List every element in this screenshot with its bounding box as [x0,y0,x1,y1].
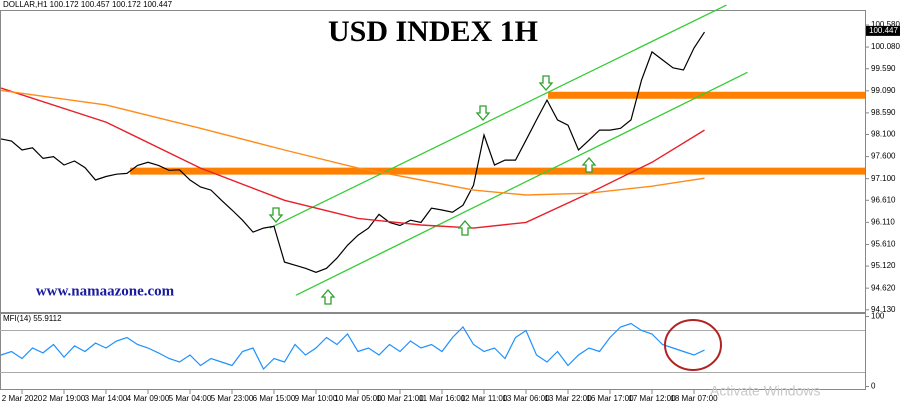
y-tick-label: 95.120 [871,261,896,270]
y-tick-label: 100 [871,312,885,321]
arrow-up [457,220,473,236]
x-tick-label: 13 Mar 22:00 [544,394,592,403]
x-tick-label: 13 Mar 06:00 [502,394,550,403]
x-tick-label: 12 Mar 11:00 [461,394,508,403]
os-watermark: Activate Windows [710,383,820,399]
y-tick-label: 0 [871,382,876,391]
mfi-title: MFI(14) 55.9112 [3,314,62,323]
last-price-box [866,25,900,36]
y-tick-label: 100.080 [871,42,900,51]
x-tick-label: 11 Mar 16:00 [419,394,466,403]
series-line [0,322,705,371]
channel-line [269,4,727,229]
x-tick-label: 2 Mar 2020 [2,394,43,403]
x-tick-label: 10 Mar 21:00 [376,394,424,403]
x-tick-label: 16 Mar 17:00 [586,394,634,403]
series-line [0,31,706,273]
y-tick-label: 96.610 [871,195,896,204]
arrow-up [320,289,336,305]
chart-title: USD INDEX 1H [328,15,538,48]
y-tick-label: 97.600 [871,152,896,161]
y-tick-label: 98.590 [871,108,896,117]
x-tick-label: 9 Mar 10:00 [295,394,338,403]
last-price-label: 100.447 [869,26,898,35]
plot-layer: 100.580 100.080 99.590 99.090 98.590 98.100 97… [0,4,900,403]
y-tick-label: 94.620 [871,283,896,292]
y-tick-label: 99.590 [871,64,896,73]
x-tick-label: 5 Mar 23:00 [211,394,254,403]
highlight-circle [664,319,722,371]
y-tick-label: 95.610 [871,240,896,249]
x-tick-label: 17 Mar 12:00 [628,394,676,403]
x-tick-label: 5 Mar 04:00 [169,394,212,403]
y-tick-label: 99.090 [871,86,896,95]
arrow-down [475,105,491,121]
arrow-up [581,157,597,173]
main-panel [0,10,866,313]
arrow-down [268,207,284,223]
y-tick-label: 97.100 [871,174,896,183]
mfi-panel [0,313,866,390]
arrow-down [538,75,554,91]
header: DOLLAR,H1 100.172 100.457 100.172 100.44… [3,0,173,9]
x-tick-label: 4 Mar 09:00 [127,394,170,403]
x-tick-label: 10 Mar 05:00 [334,394,382,403]
y-tick-label: 94.130 [871,305,896,314]
series-line [0,87,705,229]
watermark: www.namaazone.com [36,283,175,299]
y-tick-label: 96.110 [871,217,895,226]
x-tick-label: 6 Mar 15:00 [253,394,296,403]
x-tick-label: 2 Mar 19:00 [43,394,86,403]
channel-line [295,71,748,296]
y-tick-label: 100.580 [871,20,900,29]
x-tick-label: 18 Mar 07:00 [670,394,718,403]
x-tick-label: 3 Mar 14:00 [85,394,128,403]
series-line [0,89,705,196]
y-tick-label: 98.100 [871,130,896,139]
